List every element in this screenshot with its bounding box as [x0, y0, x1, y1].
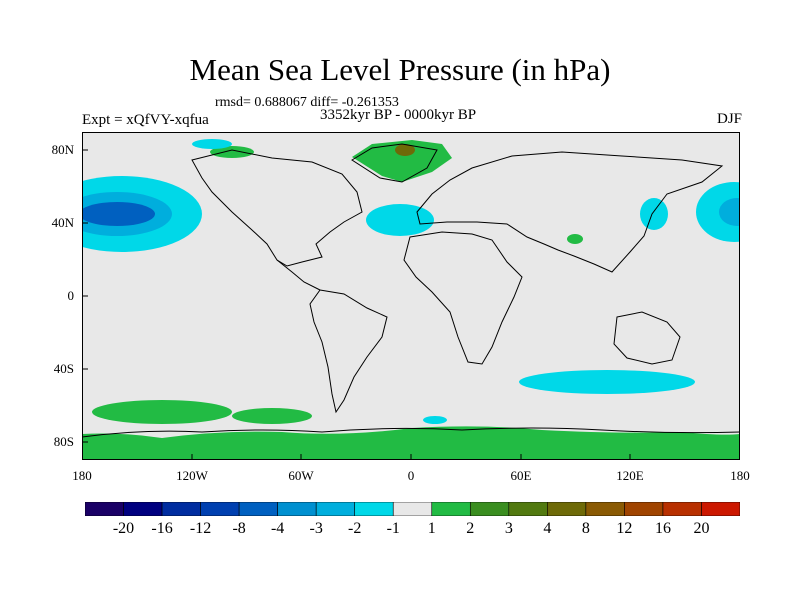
colorbar-swatch: [161, 502, 201, 516]
africa-coast: [403, 231, 523, 365]
lon-label-60e: 60E: [510, 468, 532, 483]
japan-low: [640, 198, 668, 230]
lon-label-0: 0: [407, 468, 415, 483]
eurasia-coast: [416, 151, 724, 273]
colorbar-tick-label: -3: [309, 520, 323, 537]
colorbar-tick-label: 12: [616, 520, 633, 537]
central-america-coast: [276, 259, 321, 291]
colorbar-tick-label: 2: [466, 520, 475, 537]
colorbar-swatch: [123, 502, 163, 516]
colorbar-tick-label: -12: [189, 520, 212, 537]
southern-ocean-high: [92, 400, 232, 424]
colorbar-swatch: [469, 502, 510, 516]
lon-ticks: [191, 454, 631, 460]
australia-coast: [613, 311, 681, 365]
colorbar-swatch: [508, 502, 548, 516]
east-pacific-low-core: [719, 198, 740, 226]
colorbar-swatch: [200, 502, 240, 516]
greenland-high: [352, 140, 452, 182]
lon-label-180w: 180: [72, 468, 92, 483]
lon-label-180e: 180: [730, 468, 750, 483]
colorbar: [85, 502, 740, 516]
coastlines: [82, 143, 740, 438]
colorbar-tick-label: 8: [581, 520, 590, 537]
colorbar-tick-label: 3: [504, 520, 513, 537]
south-america-coast: [309, 289, 388, 414]
lat-label-40s: 40S: [53, 361, 74, 376]
colorbar-swatch: [277, 502, 317, 516]
north-america-coast: [191, 149, 363, 267]
north-pacific-low-core: [82, 202, 155, 226]
colorbar-tick-label: 1: [427, 520, 436, 537]
arctic-low-patch: [192, 139, 232, 149]
colorbar-tick-label: 16: [654, 520, 671, 537]
colorbar-swatch: [354, 502, 394, 516]
small-southern-low: [423, 416, 447, 424]
south-indian-low: [519, 370, 695, 394]
colorbar-tick-label: -8: [232, 520, 246, 537]
greenland-high-core: [395, 144, 415, 156]
antarctic-high: [82, 426, 740, 460]
colorbar-swatch: [392, 502, 433, 516]
pressure-map: [82, 132, 740, 460]
lat-label-0: 0: [67, 288, 75, 303]
colorbar-tick-label: -20: [112, 520, 135, 537]
lon-label-60w: 60W: [288, 468, 314, 483]
lat-ticks: [82, 149, 88, 443]
colorbar-swatch: [431, 502, 471, 516]
colorbar-swatch: [701, 502, 740, 516]
north-atlantic-low: [366, 204, 434, 236]
southern-ocean-high-east: [232, 408, 312, 424]
colorbar-tick-label: 20: [693, 520, 710, 537]
stats-subtitle: rmsd= 0.688067 diff= -0.261353: [215, 95, 399, 110]
colorbar-tick-label: -1: [386, 520, 400, 537]
season-label: DJF: [716, 111, 742, 127]
colorbar-tick-label: -4: [270, 520, 285, 537]
greenland-coast: [351, 143, 438, 183]
colorbar-swatch: [662, 502, 702, 516]
colorbar-swatch: [585, 502, 625, 516]
antarctica-coast: [82, 427, 740, 438]
colorbar-swatch: [624, 502, 664, 516]
lat-label-80n: 80N: [51, 142, 74, 157]
lon-label-120e: 120E: [616, 468, 644, 483]
lon-label-120w: 120W: [176, 468, 208, 483]
arctic-high-patch: [210, 146, 254, 158]
colorbar-tick-label: 4: [543, 520, 552, 537]
experiment-label: Expt = xQfVY-xqfua: [82, 112, 209, 128]
colorbar-swatch: [85, 502, 124, 516]
east-pacific-low: [696, 182, 740, 242]
himalaya-high: [567, 234, 583, 244]
colorbar-swatch: [315, 502, 356, 516]
colorbar-tick-label: -16: [151, 520, 173, 537]
lat-label-40n: 40N: [51, 215, 74, 230]
period-subtitle: 3352kyr BP - 0000kyr BP: [320, 107, 477, 123]
colorbar-swatch: [238, 502, 278, 516]
map-title: Mean Sea Level Pressure (in hPa): [189, 52, 611, 87]
colorbar-swatch: [547, 502, 587, 516]
colorbar-tick-label: -2: [348, 520, 362, 537]
lat-label-80s: 80S: [53, 434, 74, 449]
